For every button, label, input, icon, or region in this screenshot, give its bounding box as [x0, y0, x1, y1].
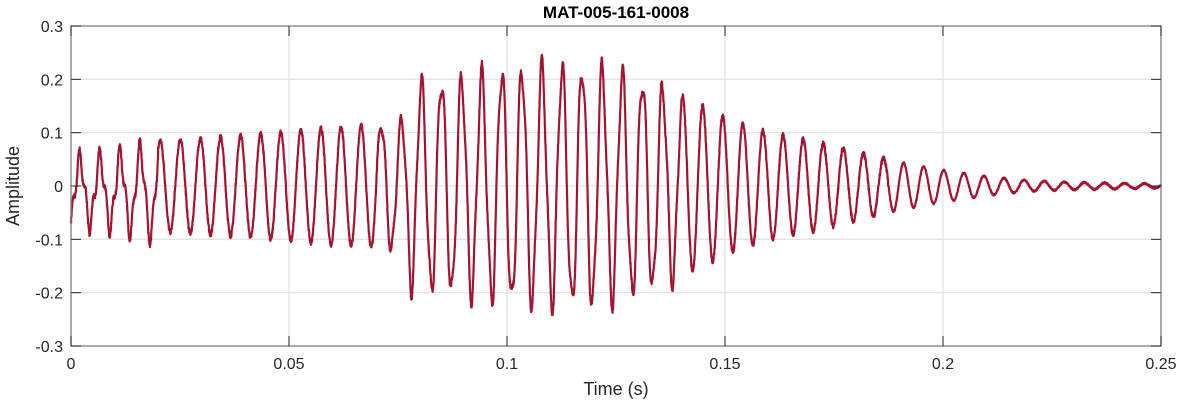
y-tick-label: -0.3	[35, 339, 63, 356]
plot-area	[69, 53, 1163, 317]
x-tick-label: 0.2	[932, 356, 954, 373]
x-tick-label: 0.25	[1145, 356, 1176, 373]
y-tick-label: 0	[54, 179, 63, 196]
signal-line	[69, 53, 1163, 317]
y-tick-label: 0.3	[41, 19, 63, 36]
y-tick-label: -0.1	[35, 232, 63, 249]
x-axis-label: Time (s)	[583, 379, 648, 399]
x-tick-label: 0.05	[273, 356, 304, 373]
ticks: 0 0.05 0.1 0.15 0.2 0.25 -0.3 -0.2 -0.1 0 0.1 0.2 0.…	[35, 19, 1176, 373]
chart-title: MAT-005-161-0008	[543, 3, 689, 22]
y-tick-label: 0.1	[41, 126, 63, 143]
y-tick-label: -0.2	[35, 286, 63, 303]
x-tick-label: 0.1	[496, 356, 518, 373]
y-tick-label: 0.2	[41, 72, 63, 89]
x-tick-label: 0.15	[709, 356, 740, 373]
y-axis-label: Amplitude	[3, 146, 23, 226]
x-tick-label: 0	[67, 356, 76, 373]
